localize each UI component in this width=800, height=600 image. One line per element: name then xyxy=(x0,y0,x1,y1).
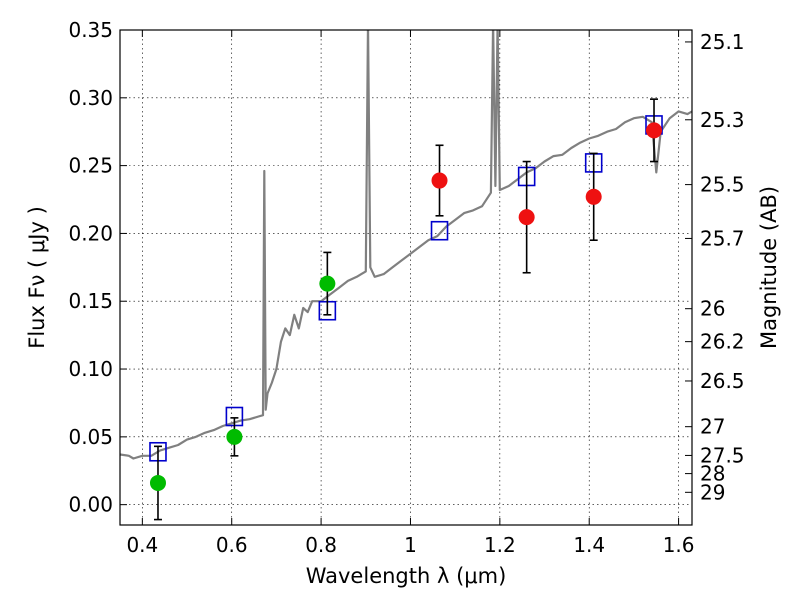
y-tick-label: 0.00 xyxy=(68,493,113,517)
mag-tick-label: 28 xyxy=(700,462,725,486)
series-line xyxy=(120,30,692,460)
x-tick-label: 0.4 xyxy=(126,533,158,557)
observed-point xyxy=(319,275,336,292)
mag-tick-label: 25.1 xyxy=(700,30,745,54)
y-tick-label: 0.35 xyxy=(68,18,113,42)
series-open-square xyxy=(149,115,663,462)
x-tick-label: 0.8 xyxy=(305,533,337,557)
observed-point xyxy=(431,172,448,189)
x-tick-label: 1.6 xyxy=(663,533,695,557)
mag-tick-label: 26.2 xyxy=(700,330,745,354)
ticks: 0.4 0.6 0.8 1 1.2 1.4 1.6 0.00 0.05 0.10 0.15 0.20 0… xyxy=(68,18,744,557)
mag-tick-label: 29 xyxy=(700,480,725,504)
series-layer xyxy=(120,30,692,521)
observed-point xyxy=(149,474,166,491)
x-tick-label: 1.4 xyxy=(573,533,605,557)
observed-point xyxy=(226,428,243,445)
mag-tick-label: 26.5 xyxy=(700,369,745,393)
y-tick-label: 0.10 xyxy=(68,357,113,381)
y-tick-label: 0.25 xyxy=(68,154,113,178)
x-tick-label: 0.6 xyxy=(216,533,248,557)
grid xyxy=(120,29,692,525)
model-sed-line xyxy=(120,30,692,460)
mag-tick-label: 27.5 xyxy=(700,443,745,467)
observed-point xyxy=(585,188,602,205)
mag-tick-label: 25.5 xyxy=(700,173,745,197)
observed-point xyxy=(646,122,663,139)
model-photometry-point xyxy=(430,220,449,241)
y-tick-label: 0.15 xyxy=(68,289,113,313)
x-tick-label: 1 xyxy=(404,533,417,557)
mag-tick-label: 25.7 xyxy=(700,226,745,250)
y-tick-label: 0.05 xyxy=(68,425,113,449)
y-tick-label: 0.30 xyxy=(68,86,113,110)
y-tick-label: 0.20 xyxy=(68,221,113,245)
x-tick-label: 1.2 xyxy=(484,533,516,557)
mag-tick-label: 25.3 xyxy=(700,108,745,132)
right-axis-label: Magnitude (AB) xyxy=(757,186,781,349)
observed-point xyxy=(518,209,535,226)
mag-tick-label: 27 xyxy=(700,415,725,439)
series-filled-circle xyxy=(431,98,663,274)
mag-tick-label: 26 xyxy=(700,297,725,321)
y-axis-label: Flux Fν ( μJy ) xyxy=(25,206,49,349)
x-axis-label: Wavelength λ (μm) xyxy=(306,564,507,588)
plot-frame xyxy=(119,29,693,526)
series-filled-circle xyxy=(149,251,336,521)
